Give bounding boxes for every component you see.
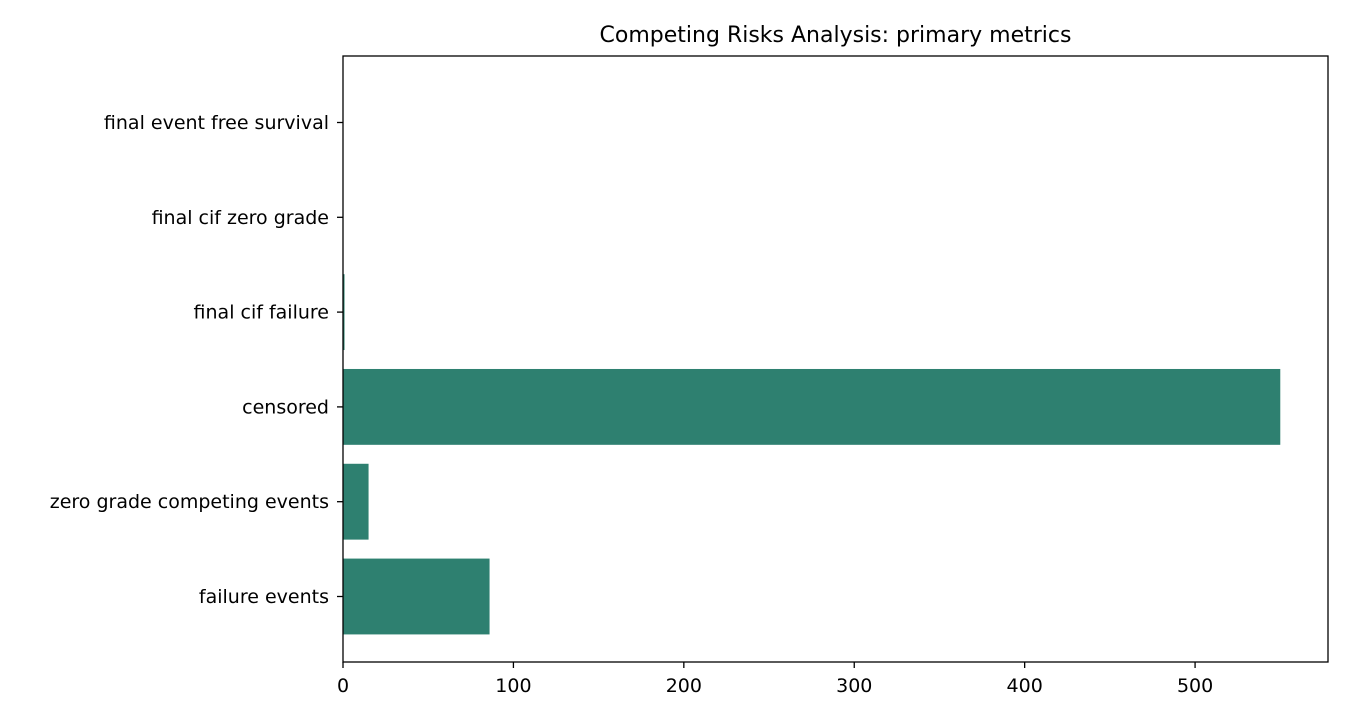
y-tick-label: zero grade competing events xyxy=(50,491,329,513)
x-tick-label: 300 xyxy=(836,675,872,697)
bar-censored xyxy=(343,368,1281,445)
bar-failure-events xyxy=(343,558,490,635)
y-tick-label: failure events xyxy=(199,586,329,608)
chart-title: Competing Risks Analysis: primary metric… xyxy=(600,23,1072,48)
y-tick-label: final cif zero grade xyxy=(152,207,329,229)
x-tick-label: 0 xyxy=(337,675,349,697)
x-tick-label: 400 xyxy=(1007,675,1043,697)
bar-zero-grade-competing-events xyxy=(343,463,369,540)
x-axis: 0 100 200 300 400 500 xyxy=(337,662,1213,697)
y-tick-label: final cif failure xyxy=(194,302,329,324)
plot-frame xyxy=(342,55,1329,663)
y-tick-label: censored xyxy=(242,396,329,418)
y-axis: failure events zero grade competing event… xyxy=(50,112,343,608)
bars-layer xyxy=(343,84,1281,635)
x-tick-label: 200 xyxy=(666,675,702,697)
bar-final-cif-failure xyxy=(343,274,345,351)
x-tick-label: 100 xyxy=(495,675,531,697)
y-tick-label: final event free survival xyxy=(104,112,329,134)
x-tick-label: 500 xyxy=(1177,675,1213,697)
